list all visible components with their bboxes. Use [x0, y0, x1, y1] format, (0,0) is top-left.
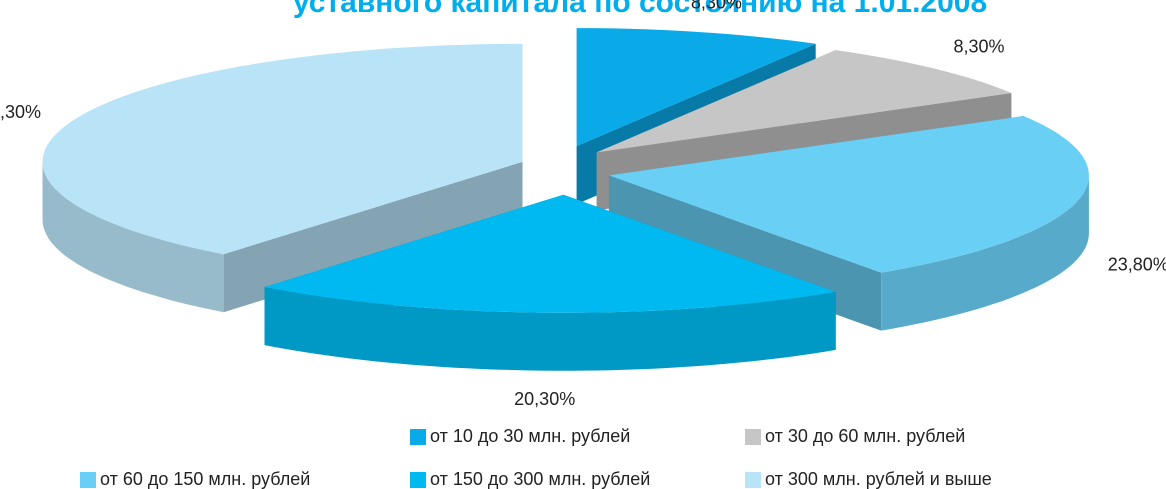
slice	[42, 43, 523, 313]
legend-label: от 150 до 300 млн. рублей	[430, 469, 650, 489]
slice-top	[596, 50, 1012, 153]
legend-swatch	[80, 472, 96, 488]
slice-top	[576, 28, 816, 147]
data-label: 39,30%	[0, 102, 41, 122]
slice-top	[264, 194, 836, 313]
pie	[42, 28, 1089, 371]
legend-item: от 10 до 30 млн. рублей	[410, 426, 630, 446]
data-label: 20,30%	[514, 389, 575, 409]
slice-wall	[264, 287, 836, 371]
slice-top	[42, 43, 523, 255]
legend-swatch	[745, 429, 761, 445]
legend: от 10 до 30 млн. рублей от 30 до 60 млн. …	[80, 426, 992, 489]
legend-label: от 10 до 30 млн. рублей	[430, 426, 630, 446]
data-labels: 8,30% 8,30% 23,80% 20,30% 39,30%	[0, 0, 1166, 409]
slice-wall	[42, 161, 224, 313]
slice-wall	[881, 175, 1089, 331]
legend-swatch	[410, 472, 426, 488]
legend-label: от 60 до 150 млн. рублей	[100, 469, 310, 489]
legend-item: от 300 млн. рублей и выше	[745, 469, 992, 489]
legend-item: от 60 до 150 млн. рублей	[80, 469, 310, 489]
legend-label: от 30 до 60 млн. рублей	[765, 426, 965, 446]
slice-top	[608, 116, 1089, 273]
slice-side	[223, 161, 523, 313]
data-label: 8,30%	[953, 37, 1004, 57]
legend-swatch	[410, 429, 426, 445]
legend-item: от 150 до 300 млн. рублей	[410, 469, 650, 489]
slice	[264, 194, 836, 371]
data-label: 23,80%	[1108, 254, 1166, 274]
legend-item: от 30 до 60 млн. рублей	[745, 426, 965, 446]
chart-title: уставного капитала по состоянию на 1.01.…	[293, 0, 987, 19]
legend-label: от 300 млн. рублей и выше	[765, 469, 992, 489]
legend-swatch	[745, 472, 761, 488]
data-label: 8,30%	[691, 0, 742, 12]
